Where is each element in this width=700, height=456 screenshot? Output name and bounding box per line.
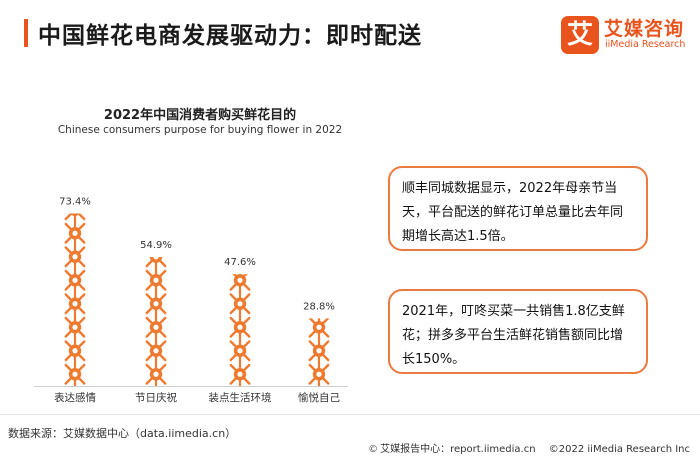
logo-mark-icon: 艾	[561, 16, 599, 54]
chart-subtitle: Chinese consumers purpose for buying flo…	[57, 124, 343, 136]
value-label-3: 47.6%	[224, 257, 256, 268]
footer-credits: © 艾媒报告中心：report.iimedia.cn ©2022 iiMedia …	[368, 440, 690, 455]
data-source: 数据来源：艾媒数据中心（data.iimedia.cn）	[8, 427, 237, 440]
note-text: 顺丰同城数据显示，2022年母亲节当天，平台配送的鲜花订单总量比去年同期增长高达…	[402, 181, 624, 244]
bar-4	[308, 318, 330, 386]
logo-cn-text: 艾媒咨询	[604, 18, 685, 40]
report-center: 艾媒报告中心：report.iimedia.cn	[380, 444, 536, 455]
category-label-2: 节日庆祝	[135, 391, 177, 404]
value-label-4: 28.8%	[303, 301, 335, 312]
value-label-2: 54.9%	[140, 240, 172, 251]
title-accent-bar	[24, 19, 28, 47]
logo-en-text: iiMedia Research	[605, 39, 686, 50]
page-title: 中国鲜花电商发展驱动力：即时配送	[38, 23, 422, 49]
pictograph-bar-chart: 73.4% 表达感情 54.9% 节日庆祝 47.6% 装点生活环境 28.8% 愉悦自己	[34, 197, 348, 404]
bar-1	[64, 213, 86, 386]
bar-2	[145, 256, 167, 386]
category-label-1: 表达感情	[54, 391, 96, 404]
category-label-3: 装点生活环境	[209, 391, 272, 404]
category-label-4: 愉悦自己	[298, 391, 340, 404]
iimedia-logo: 艾 艾媒咨询 iiMedia Research	[561, 14, 693, 54]
value-label-1: 73.4%	[59, 197, 91, 208]
copyright-icon: ©	[368, 444, 379, 455]
note-box-sf-express: 顺丰同城数据显示，2022年母亲节当天，平台配送的鲜花订单总量比去年同期增长高达…	[388, 166, 648, 251]
footer-divider	[0, 414, 700, 415]
bar-3	[229, 274, 251, 386]
note-text: 2021年，叮咚买菜一共销售1.8亿支鲜花；拼多多平台生活鲜花销售额同比增长15…	[402, 304, 625, 367]
chart-title: 2022年中国消费者购买鲜花目的	[103, 108, 297, 123]
copyright-text: ©2022 iiMedia Research Inc	[548, 444, 690, 455]
note-box-dingdong: 2021年，叮咚买菜一共销售1.8亿支鲜花；拼多多平台生活鲜花销售额同比增长15…	[388, 289, 648, 374]
